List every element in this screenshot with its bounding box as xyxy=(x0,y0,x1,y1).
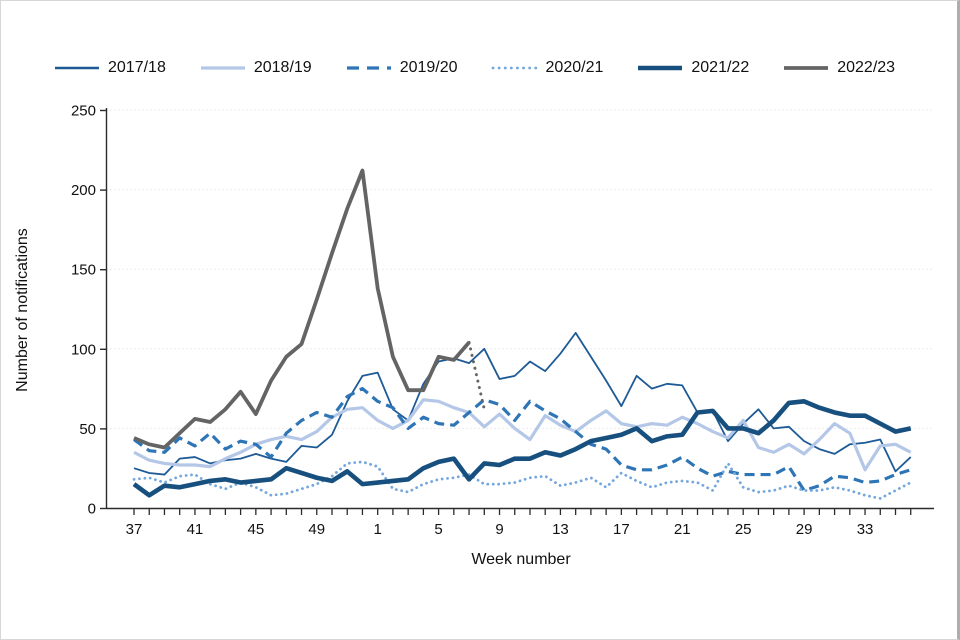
y-tick-label: 50 xyxy=(79,421,96,438)
y-tick-label: 200 xyxy=(71,182,96,199)
x-tick-label: 17 xyxy=(613,521,630,538)
legend-item-2022-23: 2022/23 xyxy=(782,59,895,77)
x-tick-label: 25 xyxy=(735,521,752,538)
legend-swatch-2022-23 xyxy=(784,66,829,70)
x-tick-label: 1 xyxy=(374,521,382,538)
y-tick-label: 0 xyxy=(88,501,96,518)
y-axis-title: Number of notifications xyxy=(14,228,31,392)
legend-item-2020-21: 2020/21 xyxy=(491,59,604,77)
x-tick-label: 5 xyxy=(434,521,442,538)
x-tick-label: 9 xyxy=(495,521,503,538)
x-tick-label: 41 xyxy=(187,521,204,538)
series-line-2020-21 xyxy=(132,460,913,500)
series-line-2021-22 xyxy=(132,399,912,498)
chart-legend: 2017/18 2018/19 2019/20 2020/21 2021/22 2022/… xyxy=(53,59,933,77)
series-line-2019-20 xyxy=(133,387,912,493)
x-tick-label: 45 xyxy=(247,521,264,538)
legend-swatch-2020-21 xyxy=(491,66,538,70)
x-tick-label: 37 xyxy=(126,521,143,538)
x-tick-label: 29 xyxy=(796,521,813,538)
x-tick-label: 33 xyxy=(857,521,874,538)
y-tick-label: 250 xyxy=(71,103,96,120)
legend-swatch-2018-19 xyxy=(200,66,245,70)
x-axis-title: Week number xyxy=(471,551,571,568)
x-tick-label: 21 xyxy=(674,521,691,538)
legend-label: 2021/22 xyxy=(691,59,750,76)
legend-swatch-2017-18 xyxy=(55,66,99,70)
legend-label: 2020/21 xyxy=(545,59,604,76)
legend-item-2017-18: 2017/18 xyxy=(53,59,166,77)
legend-label: 2019/20 xyxy=(399,59,458,76)
legend-swatch-2021-22 xyxy=(638,65,683,71)
legend-label: 2017/18 xyxy=(108,59,166,76)
y-tick-label: 150 xyxy=(71,262,96,279)
series-line-2017-18 xyxy=(133,331,912,476)
legend-label: 2018/19 xyxy=(253,59,312,76)
x-tick-label: 49 xyxy=(308,521,325,538)
legend-label: 2022/23 xyxy=(837,59,896,76)
x-tick-label: 13 xyxy=(552,521,569,538)
series-dotted-tail-2022-23 xyxy=(467,340,486,411)
series-line-2018-19 xyxy=(133,398,912,472)
series-line-2022-23 xyxy=(133,168,471,450)
legend-item-2019-20: 2019/20 xyxy=(345,59,458,77)
legend-swatch-2019-20 xyxy=(346,66,391,70)
legend-item-2018-19: 2018/19 xyxy=(199,59,312,77)
y-tick-label: 100 xyxy=(71,341,96,358)
legend-item-2021-22: 2021/22 xyxy=(636,59,749,77)
